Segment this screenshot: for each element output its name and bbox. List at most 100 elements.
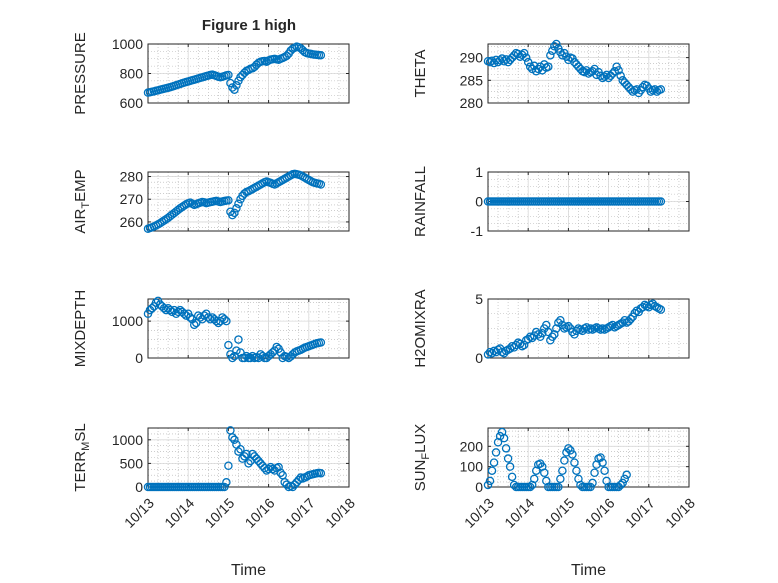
panel-mixdepth: 0 1000 MIXDEPTH — [72, 290, 350, 368]
data-point-sun-flux — [485, 476, 495, 486]
data-point-terr-msl — [244, 459, 253, 468]
data-point-h2omixra — [630, 308, 639, 318]
data-point-h2omixra — [519, 340, 529, 350]
data-point-sun-flux — [560, 456, 569, 465]
data-point-mixdepth — [185, 313, 195, 322]
data-point-theta — [656, 85, 666, 94]
data-point-sun-flux — [620, 474, 629, 484]
y-tick-label: 800 — [120, 66, 144, 82]
data-point-theta — [600, 72, 609, 81]
data-point-theta — [614, 66, 623, 75]
panel-h2omixra: 0 5 H2OMIXRA — [412, 289, 690, 368]
data-point-theta — [626, 85, 635, 94]
y-axis-label: AIRTEMP — [72, 169, 92, 233]
data-point-theta — [523, 57, 533, 67]
data-point-mixdepth — [147, 303, 157, 313]
y-tick-label: 0 — [475, 194, 483, 210]
data-point-terr-msl — [268, 464, 277, 474]
data-point-theta — [521, 53, 531, 62]
data-point-air-temp — [230, 208, 239, 218]
data-point-mixdepth — [200, 311, 209, 320]
data-point-terr-msl — [222, 478, 231, 487]
data-point-sun-flux — [616, 480, 625, 490]
data-point-mixdepth — [230, 351, 239, 361]
axes-box — [147, 171, 350, 232]
x-axis-label: Time — [571, 562, 606, 579]
y-tick-label: 0 — [135, 479, 143, 495]
data-point-theta — [650, 85, 660, 94]
data-point-h2omixra — [626, 314, 635, 324]
data-point-h2omixra — [656, 305, 666, 314]
y-axis-label: SUNFLUX — [412, 424, 432, 492]
data-point-mixdepth — [272, 342, 281, 352]
data-point-theta — [499, 56, 509, 66]
data-point-mixdepth — [242, 351, 251, 361]
data-point-sun-flux — [483, 480, 493, 490]
data-point-theta — [580, 67, 589, 77]
data-point-sun-flux — [598, 458, 607, 467]
data-point-h2omixra — [552, 324, 561, 333]
data-point-sun-flux — [622, 470, 631, 480]
data-point-mixdepth — [246, 353, 255, 363]
data-point-mixdepth — [179, 309, 189, 318]
y-tick-label: -1 — [471, 223, 484, 239]
y-tick-label: 285 — [460, 72, 484, 88]
data-point-h2omixra — [638, 303, 648, 312]
data-point-h2omixra — [618, 318, 627, 327]
y-axis-label: RAINFALL — [412, 166, 429, 237]
data-point-terr-msl — [242, 449, 251, 459]
data-point-sun-flux — [600, 466, 609, 475]
data-point-mixdepth — [173, 307, 183, 317]
data-point-mixdepth — [161, 305, 171, 315]
data-point-h2omixra — [505, 344, 515, 353]
data-point-sun-flux — [491, 448, 501, 457]
data-point-h2omixra — [487, 349, 497, 358]
y-tick-label: 270 — [120, 191, 144, 207]
data-point-h2omixra — [608, 320, 617, 330]
data-point-sun-flux — [566, 446, 575, 455]
data-point-mixdepth — [167, 307, 177, 317]
data-point-air-temp — [316, 180, 326, 189]
data-point-theta — [544, 62, 553, 71]
data-point-theta — [534, 64, 543, 74]
data-point-sun-flux — [572, 466, 581, 475]
data-point-mixdepth — [232, 346, 241, 355]
data-point-sun-flux — [495, 431, 505, 441]
data-point-theta — [487, 56, 497, 66]
y-axis-label: MIXDEPTH — [72, 290, 89, 368]
data-point-mixdepth — [204, 313, 213, 322]
data-point-air-temp — [232, 204, 241, 213]
data-point-theta — [519, 48, 529, 58]
data-point-h2omixra — [483, 350, 493, 359]
data-point-mixdepth — [191, 318, 201, 328]
data-point-terr-msl — [230, 435, 239, 445]
data-point-h2omixra — [620, 315, 629, 325]
data-point-pressure — [232, 81, 241, 90]
data-point-mixdepth — [206, 315, 215, 324]
data-point-sun-flux — [525, 482, 535, 492]
y-tick-label: 280 — [460, 95, 484, 111]
panel-pressure: 600 800 1000 PRESSURE — [72, 32, 350, 115]
panel-rainfall: -1 0 1 RAINFALL — [412, 164, 690, 239]
data-point-sun-flux — [507, 472, 517, 482]
data-point-terr-msl — [316, 469, 326, 478]
data-point-terr-msl — [234, 447, 243, 456]
panel-air-temp: 260 270 280 AIRTEMP — [72, 169, 350, 234]
data-point-mixdepth — [220, 315, 229, 324]
y-tick-label: 1000 — [112, 313, 143, 329]
data-point-h2omixra — [511, 340, 521, 350]
data-point-pressure — [224, 70, 233, 80]
data-point-sun-flux — [590, 468, 599, 478]
data-point-theta — [491, 55, 501, 65]
figure-title: Figure 1 high — [202, 17, 296, 34]
y-tick-label: 100 — [460, 459, 484, 475]
y-tick-label: 0 — [135, 350, 143, 366]
data-point-h2omixra — [556, 315, 565, 325]
data-point-sun-flux — [554, 482, 563, 492]
data-point-mixdepth — [316, 338, 326, 347]
data-point-sun-flux — [596, 453, 605, 462]
data-point-sun-flux — [558, 466, 567, 475]
data-point-mixdepth — [240, 353, 249, 363]
data-point-mixdepth — [214, 318, 223, 328]
